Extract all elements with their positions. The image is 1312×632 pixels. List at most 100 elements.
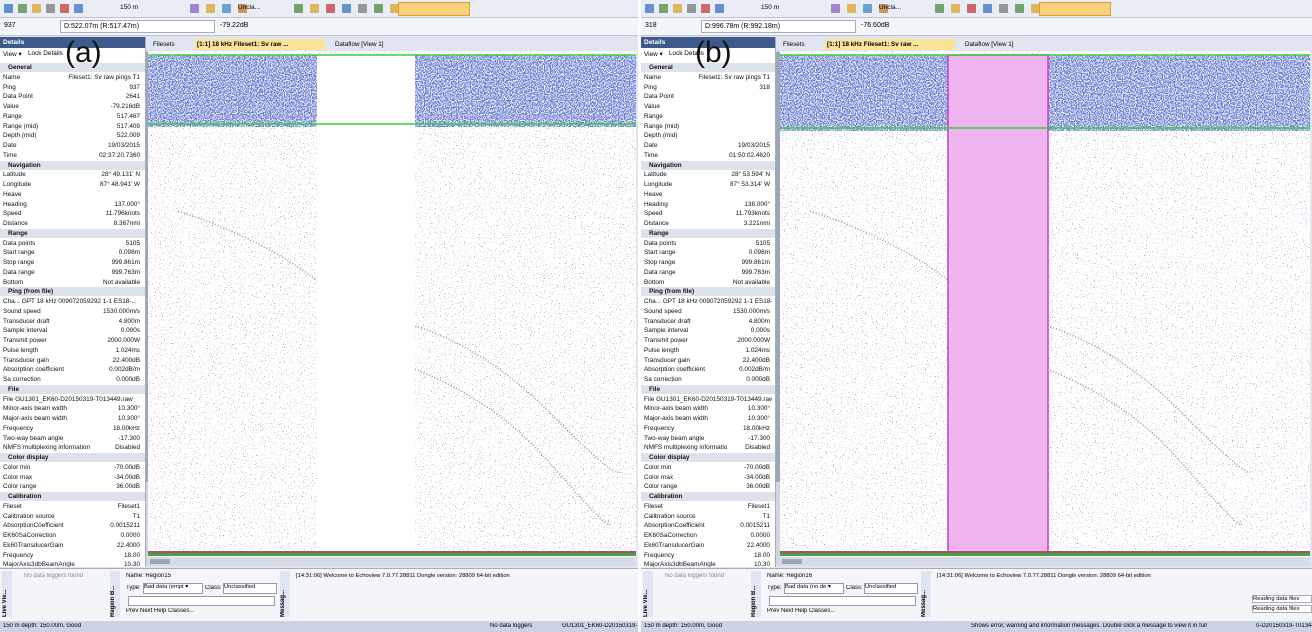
view-menu[interactable]: View ▾ — [3, 50, 22, 58]
tab[interactable]: [1:1] 18 kHz Fileset1: Sv raw ... — [195, 39, 325, 50]
toolbar-button[interactable] — [935, 4, 944, 13]
toolbar-button[interactable] — [847, 4, 856, 13]
property-name: NMFS multiplexing information — [644, 443, 727, 452]
echogram — [780, 51, 1310, 566]
tab[interactable]: Dataflow [View 1] — [333, 39, 397, 50]
toolbar-button[interactable] — [645, 4, 654, 13]
property-value: 22.400dB — [113, 356, 140, 365]
region-name: Name: Region15 — [126, 573, 171, 579]
property-value: 3.221nmi — [744, 219, 770, 228]
bottom-color-bar — [780, 551, 1310, 553]
region-input[interactable] — [769, 596, 916, 606]
class-dropdown[interactable]: Unclassified — [864, 583, 918, 594]
class-dropdown[interactable]: Uncla... — [879, 4, 901, 11]
toolbar-button[interactable] — [951, 4, 960, 13]
region-input[interactable] — [128, 596, 275, 606]
lock-details-button[interactable]: Lock Details — [28, 50, 63, 57]
status-text: 150 m depth: 150.00m, Good — [3, 623, 81, 629]
property-value: -17.300 — [118, 434, 140, 443]
type-dropdown[interactable]: Bad data (empt ▾ — [143, 583, 203, 594]
toolbar-button[interactable] — [18, 4, 27, 13]
depth-dropdown[interactable]: 150 m — [120, 4, 138, 11]
property-value: Not available — [103, 278, 140, 287]
panel-tab[interactable]: Region B... — [751, 571, 761, 617]
property-name: EK60SaCorrection — [644, 531, 697, 540]
property-name: Cha... GPT 18 kHz 009072059292 1-1 ES18-… — [3, 297, 137, 306]
h-scroll-thumb — [150, 559, 170, 564]
property-name: Sample interval — [644, 326, 688, 335]
property-value: 22.400dB — [743, 356, 770, 365]
property-name: Transducer draft — [644, 317, 691, 326]
toolbar-button[interactable] — [46, 4, 55, 13]
depth-dropdown[interactable]: 150 m — [761, 4, 779, 11]
panel-tab[interactable]: Live Vie... — [2, 571, 12, 617]
panel-tab[interactable]: Region B... — [110, 571, 120, 617]
toolbar-button[interactable] — [32, 4, 41, 13]
toolbar-button[interactable] — [715, 4, 724, 13]
property-value: Fileset1 — [748, 502, 770, 511]
tool-highlight[interactable] — [1039, 2, 1111, 16]
section-header: Navigation — [0, 161, 145, 170]
toolbar-button[interactable] — [310, 4, 319, 13]
toolbar-button[interactable] — [74, 4, 83, 13]
property-name: Depth (mid) — [644, 131, 677, 140]
section-header: Range — [641, 229, 775, 238]
toolbar-button[interactable] — [206, 4, 215, 13]
tab[interactable]: Dataflow [View 1] — [963, 39, 1027, 50]
toolbar-button[interactable] — [673, 4, 682, 13]
property-value: 0.000s — [121, 326, 140, 335]
toolbar-button[interactable] — [190, 4, 199, 13]
property-value: 0.002dB/m — [109, 365, 140, 374]
property-name: Date — [644, 141, 658, 150]
toolbar-button[interactable] — [222, 4, 231, 13]
view-menu[interactable]: View ▾ — [644, 50, 663, 58]
property-name: Color min — [644, 463, 671, 472]
toolbar-button[interactable] — [358, 4, 367, 13]
property-value: 999.763m — [742, 268, 770, 277]
region-nav[interactable]: Prev Next Help Classes... — [126, 608, 194, 614]
property-name: Latitude — [644, 170, 667, 179]
toolbar-button[interactable] — [687, 4, 696, 13]
toolbar-button[interactable] — [1015, 4, 1024, 13]
class-dropdown[interactable]: Unclassified — [223, 583, 277, 594]
status-text: 150 m depth: 150.00m, Good — [644, 623, 722, 629]
panel-tab[interactable]: Messag... — [280, 571, 290, 617]
toolbar-button[interactable] — [342, 4, 351, 13]
property-name: AbsorptionCoefficient — [3, 521, 64, 530]
toolbar-button[interactable] — [326, 4, 335, 13]
toolbar-button[interactable] — [294, 4, 303, 13]
toolbar-button[interactable] — [983, 4, 992, 13]
section-header: Ping (from file) — [0, 287, 145, 296]
toolbar-button[interactable] — [967, 4, 976, 13]
toolbar-button[interactable] — [701, 4, 710, 13]
tool-highlight[interactable] — [398, 2, 470, 16]
toolbar-button[interactable] — [374, 4, 383, 13]
toolbar-button[interactable] — [831, 4, 840, 13]
toolbar-button[interactable] — [659, 4, 668, 13]
property-value: 138.000° — [744, 200, 770, 209]
panel-tab[interactable]: Live Vie... — [643, 571, 653, 617]
type-dropdown[interactable]: Bad data (no de ▾ — [784, 583, 844, 594]
property-value: 19/03/2015 — [108, 141, 140, 150]
page: 150 mUncla...937D:522.07m (R:517.47m)-79… — [0, 0, 1312, 632]
property-value: 10.30 — [754, 560, 770, 567]
property-value: 0.000dB — [116, 375, 140, 384]
toolbar-button[interactable] — [863, 4, 872, 13]
property-value: 18.00kHz — [743, 424, 770, 433]
tab[interactable]: Filesets — [151, 39, 187, 50]
class-dropdown[interactable]: Uncla... — [238, 4, 260, 11]
property-name: Ping — [644, 83, 657, 92]
property-name: Speed — [3, 209, 21, 218]
property-value: 999.861m — [742, 258, 770, 267]
toolbar-button[interactable] — [999, 4, 1008, 13]
tab[interactable]: [1:1] 18 kHz Fileset1: Sv raw ... — [825, 39, 955, 50]
property-value: 0.0015211 — [110, 521, 140, 530]
property-value: 10.300° — [748, 404, 770, 413]
panel-tab[interactable]: Messag... — [921, 571, 931, 617]
status-text: No data loggers — [490, 623, 532, 629]
region-nav[interactable]: Prev Next Help Classes... — [767, 608, 835, 614]
toolbar-button[interactable] — [4, 4, 13, 13]
toolbar-button[interactable] — [60, 4, 69, 13]
tab[interactable]: Filesets — [781, 39, 817, 50]
property-value: 0.0015211 — [740, 521, 770, 530]
